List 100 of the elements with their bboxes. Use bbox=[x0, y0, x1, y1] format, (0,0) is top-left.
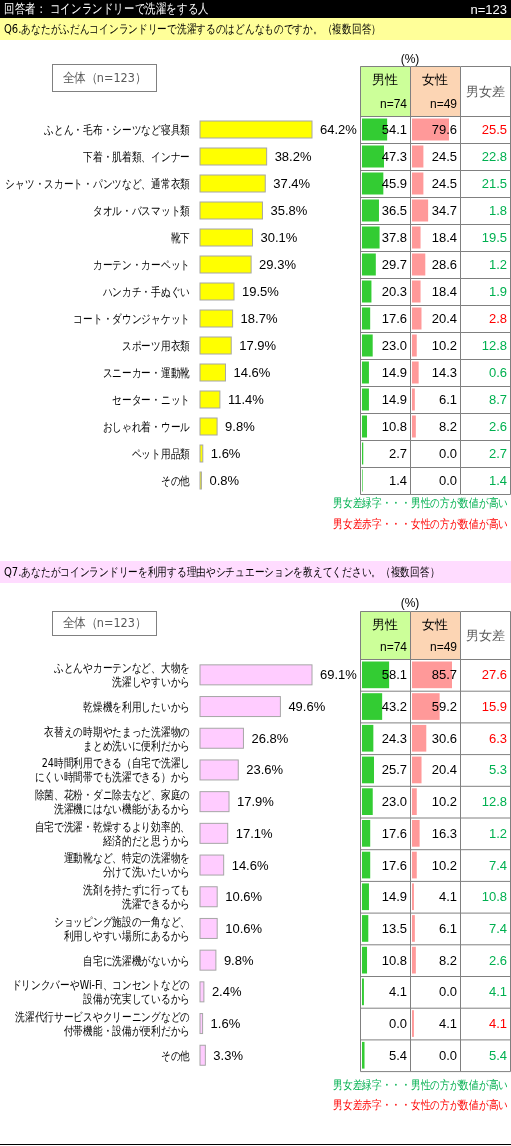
y-tick-label: セーター・ニット bbox=[112, 392, 190, 407]
y-tick-label: その他 bbox=[160, 473, 190, 488]
y-tick-label: 24時間利用できる（自宅で洗濯しにくい時間帯でも洗濯できる）から bbox=[34, 755, 190, 785]
bar bbox=[199, 228, 254, 247]
text: 5.4 bbox=[488, 1047, 507, 1063]
text: 21.5 bbox=[481, 176, 507, 191]
text: 男女差 bbox=[465, 627, 505, 643]
y-tick-label: 靴下 bbox=[170, 230, 190, 245]
bar bbox=[199, 147, 268, 166]
y-tick-label: ショッピング施設の一角など、利用しやすい場所にあるから bbox=[53, 914, 190, 943]
data-label: 2.4% bbox=[211, 984, 242, 1000]
data-label: 3.3% bbox=[213, 1047, 244, 1063]
text: 2.6 bbox=[488, 419, 507, 434]
y-tick-label: タオル・バスマット類 bbox=[92, 203, 190, 218]
text: 4.1 bbox=[488, 1016, 507, 1032]
data-label: 1.6% bbox=[210, 1016, 241, 1032]
data-label: 9.8% bbox=[225, 419, 256, 434]
x-axis-title: (%) bbox=[400, 52, 420, 66]
y-tick-label: スニーカー・運動靴 bbox=[102, 365, 190, 380]
data-label: 38.2% bbox=[274, 149, 312, 164]
data-label: 10.6% bbox=[225, 920, 263, 936]
y-tick-label: スポーツ用衣類 bbox=[121, 338, 190, 353]
bar bbox=[199, 120, 313, 139]
chart-subtitle: Q7.あなたがコインランドリーを利用する理由やシチュエーションを教えてください。（複数回答） bbox=[4, 564, 440, 580]
y-tick-label: 自宅に洗濯機がないから bbox=[83, 952, 190, 968]
bar bbox=[199, 886, 218, 908]
text: 2.7 bbox=[488, 446, 507, 461]
y-tick-label: コート・ダウンジャケット bbox=[73, 311, 190, 326]
bar bbox=[199, 417, 218, 436]
bar bbox=[199, 255, 252, 274]
text: 7.4 bbox=[488, 857, 507, 873]
text: 6.3 bbox=[488, 730, 507, 746]
legend-label: 男女差緑字・・・男性の方が数値が高い bbox=[333, 1077, 508, 1093]
bar bbox=[199, 309, 234, 328]
bar bbox=[199, 854, 225, 876]
bar bbox=[199, 1013, 204, 1035]
text: 27.6 bbox=[481, 667, 507, 683]
y-tick-label: 洗濯代行サービスやクリーニングなどの付帯機能・設備が便利だから bbox=[15, 1009, 190, 1038]
data-label: 17.9% bbox=[239, 338, 277, 353]
bar bbox=[199, 822, 229, 844]
y-tick-label: シャツ・スカート・パンツなど、通常衣類 bbox=[5, 176, 190, 191]
text: 1.4 bbox=[488, 473, 507, 488]
text: 1.8 bbox=[488, 203, 507, 218]
bar bbox=[199, 664, 313, 686]
text: 25.5 bbox=[481, 122, 507, 137]
bar bbox=[199, 949, 217, 971]
data-label: 17.1% bbox=[235, 825, 274, 841]
data-label: 35.8% bbox=[270, 203, 308, 218]
data-label: 19.5% bbox=[242, 284, 280, 299]
legend-label: 男女差緑字・・・男性の方が数値が高い bbox=[333, 495, 508, 511]
y-tick-label: おしゃれ着・ウール bbox=[102, 419, 190, 434]
data-label: 9.8% bbox=[223, 952, 254, 968]
data-label: 14.6% bbox=[233, 365, 271, 380]
bar bbox=[199, 174, 266, 193]
y-tick-label: ふとん・毛布・シーツなど寝具類 bbox=[43, 122, 190, 137]
chart-subtitle: Q6.あなたがふだんコインランドリーで洗濯するのはどんなものですか。（複数回答） bbox=[4, 21, 381, 37]
text: 2.6 bbox=[488, 952, 507, 968]
data-label: 18.7% bbox=[240, 311, 278, 326]
text: 7.4 bbox=[488, 920, 507, 936]
data-label: 49.6% bbox=[288, 699, 326, 715]
bar bbox=[199, 363, 226, 382]
text: 男女差 bbox=[465, 83, 505, 99]
bar bbox=[199, 727, 244, 749]
bar bbox=[199, 1044, 206, 1066]
data-label: 0.8% bbox=[209, 473, 240, 488]
bar bbox=[199, 917, 218, 939]
data-label: 64.2% bbox=[320, 122, 358, 137]
y-tick-label: ペット用品類 bbox=[131, 446, 190, 461]
y-tick-label: カーテン・カーペット bbox=[92, 257, 190, 272]
text: 12.8 bbox=[481, 794, 507, 810]
data-label: 29.3% bbox=[259, 257, 297, 272]
text: 15.9 bbox=[481, 699, 507, 715]
text: n=123 bbox=[470, 1, 507, 17]
data-label: 10.6% bbox=[225, 889, 263, 905]
text: 10.8 bbox=[481, 889, 507, 905]
y-tick-label: 洗剤を持たずに行っても洗濯できるから bbox=[83, 882, 190, 911]
bar bbox=[199, 444, 204, 463]
legend-label: 男女差赤字・・・女性の方が数値が高い bbox=[333, 1097, 508, 1113]
text: 1.2 bbox=[488, 825, 507, 841]
data-label: 14.6% bbox=[231, 857, 269, 873]
data-label: 26.8% bbox=[251, 730, 289, 746]
text: 4.1 bbox=[488, 984, 507, 1000]
bar bbox=[199, 759, 239, 781]
data-label: 11.4% bbox=[227, 392, 265, 407]
text: 1.9 bbox=[488, 284, 507, 299]
text: 5.3 bbox=[488, 762, 507, 778]
data-label: 30.1% bbox=[260, 230, 298, 245]
bar bbox=[199, 336, 232, 355]
data-label: 17.9% bbox=[237, 794, 275, 810]
y-tick-label: 乾燥機を利用したいから bbox=[83, 699, 190, 714]
text: 19.5 bbox=[481, 230, 507, 245]
data-label: 37.4% bbox=[273, 176, 311, 191]
text: 22.8 bbox=[481, 149, 507, 164]
text: 12.8 bbox=[481, 338, 507, 353]
y-tick-label: 自宅で洗濯・乾燥するより効率的、経済的だと思うから bbox=[34, 819, 190, 848]
y-tick-label: 衣替えの時期やたまった洗濯物のまとめ洗いに便利だから bbox=[44, 724, 190, 753]
y-tick-label: ハンカチ・手ぬぐい bbox=[101, 284, 190, 299]
bar bbox=[199, 791, 230, 813]
legend-label: 男女差赤字・・・女性の方が数値が高い bbox=[333, 516, 508, 532]
data-label: 69.1% bbox=[320, 667, 358, 683]
